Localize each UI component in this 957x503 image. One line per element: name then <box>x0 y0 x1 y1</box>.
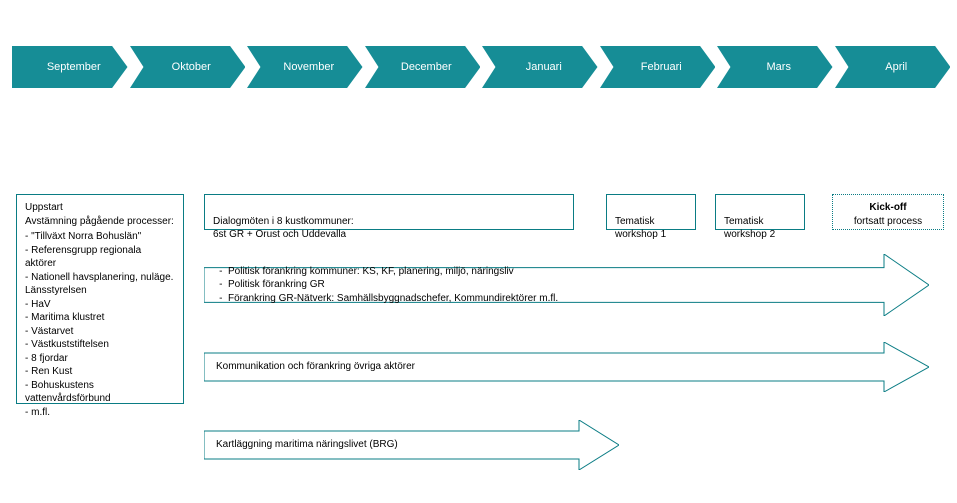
timeline-month-label: Mars <box>717 46 833 88</box>
arrow-politisk-line: Politisk förankring GR <box>228 278 558 292</box>
kickoff-line1: Kick-off <box>841 201 935 215</box>
uppstart-list-item: - Västarvet <box>25 325 175 339</box>
uppstart-list-item: - Maritima klustret <box>25 311 175 325</box>
arrow-kartlaggning: Kartläggning maritima näringslivet (BRG) <box>204 420 619 470</box>
uppstart-box: Uppstart Avstämning pågående processer: … <box>16 194 184 404</box>
kickoff-box: Kick-off fortsatt process <box>832 194 944 230</box>
workshop-2-box: Tematisk workshop 2 <box>715 194 805 230</box>
timeline-month: September <box>12 46 128 88</box>
uppstart-list-item: - 8 fjordar <box>25 352 175 366</box>
arrow-kartlaggning-text: Kartläggning maritima näringslivet (BRG) <box>204 431 579 459</box>
arrow-kommunikation-text: Kommunikation och förankring övriga aktö… <box>204 353 884 381</box>
timeline-month-label: December <box>365 46 481 88</box>
uppstart-title: Uppstart <box>25 201 175 215</box>
timeline-month: Januari <box>482 46 598 88</box>
workshop-2-text: Tematisk workshop 2 <box>724 216 775 241</box>
arrow-kommunikation: Kommunikation och förankring övriga aktö… <box>204 342 929 392</box>
dialog-box: Dialogmöten i 8 kustkommuner: 6st GR + O… <box>204 194 574 230</box>
uppstart-list-item: - Västkuststiftelsen <box>25 338 175 352</box>
timeline-month-label: September <box>12 46 128 88</box>
uppstart-subtitle: Avstämning pågående processer: <box>25 215 175 229</box>
uppstart-list-item: - Bohuskustens vattenvårdsförbund <box>25 379 175 406</box>
uppstart-list: - "Tillväxt Norra Bohuslän"- Referensgru… <box>25 230 175 419</box>
timeline-month: November <box>247 46 363 88</box>
arrow-politisk-line: Politisk förankring kommuner: KS, KF, pl… <box>228 265 558 279</box>
arrow-politisk: Politisk förankring kommuner: KS, KF, pl… <box>204 254 929 316</box>
arrow-politisk-text: Politisk förankring kommuner: KS, KF, pl… <box>204 268 884 303</box>
timeline-month-label: Januari <box>482 46 598 88</box>
uppstart-list-item: - "Tillväxt Norra Bohuslän" <box>25 230 175 244</box>
timeline-month: Oktober <box>130 46 246 88</box>
arrow-politisk-line: Förankring GR-Nätverk: Samhällsbyggnadsc… <box>228 292 558 306</box>
uppstart-list-item: - Nationell havsplanering, nuläge. Länss… <box>25 271 175 298</box>
timeline-month: Februari <box>600 46 716 88</box>
timeline-month-label: November <box>247 46 363 88</box>
timeline-month-label: Oktober <box>130 46 246 88</box>
timeline-month: Mars <box>717 46 833 88</box>
timeline: SeptemberOktoberNovemberDecemberJanuariF… <box>12 46 952 88</box>
workshop-1-text: Tematisk workshop 1 <box>615 216 666 241</box>
uppstart-list-item: - HaV <box>25 298 175 312</box>
timeline-month: December <box>365 46 481 88</box>
uppstart-list-item: - Referensgrupp regionala aktörer <box>25 244 175 271</box>
timeline-month: April <box>835 46 951 88</box>
uppstart-list-item: - Ren Kust <box>25 365 175 379</box>
dialog-text: Dialogmöten i 8 kustkommuner: 6st GR + O… <box>213 216 354 241</box>
kickoff-line2: fortsatt process <box>841 215 935 229</box>
workshop-1-box: Tematisk workshop 1 <box>606 194 696 230</box>
timeline-month-label: April <box>835 46 951 88</box>
timeline-month-label: Februari <box>600 46 716 88</box>
uppstart-list-item: - m.fl. <box>25 406 175 420</box>
